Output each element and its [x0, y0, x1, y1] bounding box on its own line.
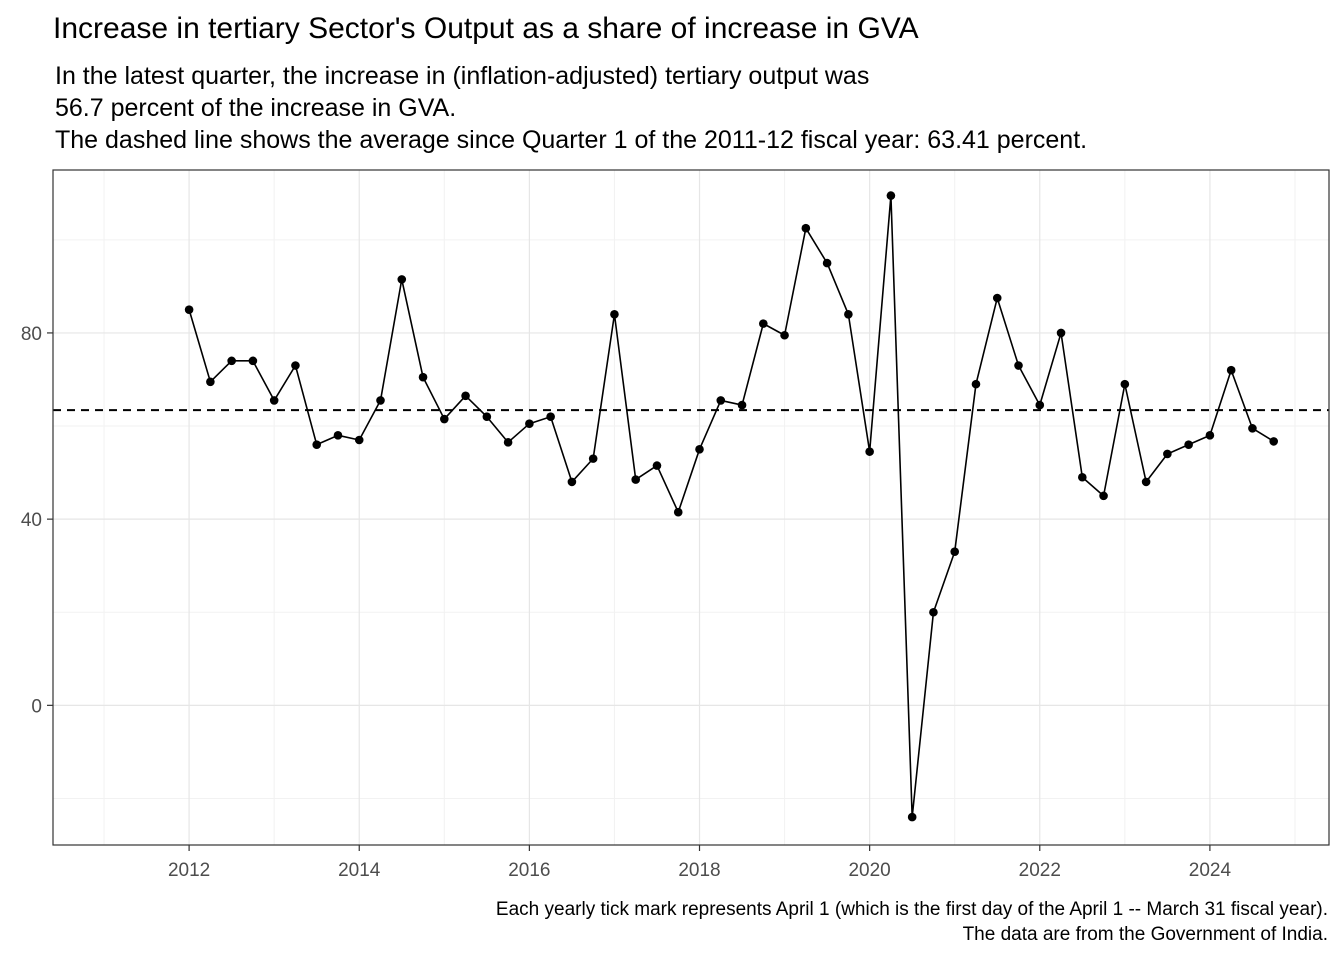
data-point: [546, 412, 555, 422]
data-point: [950, 547, 960, 557]
y-tick-label: 40: [21, 510, 42, 531]
data-point: [206, 377, 215, 387]
x-tick-label: 2022: [1019, 860, 1061, 881]
data-point: [525, 419, 534, 429]
data-point: [929, 607, 938, 617]
data-point: [184, 305, 194, 314]
data-point: [291, 361, 300, 370]
data-point: [1078, 472, 1087, 482]
data-point: [567, 477, 577, 487]
data-point: [907, 812, 917, 822]
chart-caption: Each yearly tick mark represents April 1…: [495, 899, 1328, 945]
data-point: [227, 356, 236, 366]
x-tick-label: 2012: [168, 860, 210, 881]
data-point: [1035, 400, 1045, 410]
chart-subtitle: In the latest quarter, the increase in (…: [55, 62, 1088, 154]
x-tick-label: 2016: [508, 860, 550, 881]
panel-border: [52, 169, 1330, 846]
data-point: [992, 293, 1002, 303]
data-point: [1141, 477, 1151, 487]
data-point: [673, 507, 683, 517]
data-point: [397, 275, 407, 284]
x-tick-label: 2024: [1189, 860, 1232, 881]
data-point: [1184, 440, 1193, 449]
x-tick-label: 2020: [848, 860, 890, 881]
data-point: [886, 191, 896, 200]
data-point: [461, 391, 470, 401]
data-point: [1099, 491, 1108, 501]
data-point: [482, 412, 492, 422]
y-tick-label: 0: [31, 696, 42, 717]
data-point: [737, 400, 747, 410]
data-point: [588, 454, 598, 463]
data-point: [354, 435, 364, 445]
data-point: [865, 447, 874, 456]
data-point: [1205, 431, 1215, 440]
series-line: [188, 194, 1275, 818]
data-point: [1269, 437, 1279, 446]
data-point: [716, 396, 726, 405]
data-point: [1120, 379, 1130, 389]
chart-title: Increase in tertiary Sector's Output as …: [53, 12, 919, 45]
data-point: [376, 396, 385, 405]
data-point: [1163, 449, 1172, 459]
y-tick-label: 80: [21, 324, 42, 345]
data-point: [759, 319, 768, 328]
data-point: [801, 223, 811, 233]
data-point: [844, 310, 853, 319]
series-points-layer: [184, 191, 1279, 822]
x-tick-label: 2014: [338, 860, 381, 881]
data-point: [1226, 365, 1236, 375]
data-point: [610, 310, 619, 319]
data-point: [503, 438, 513, 447]
axes: 2012 2014 2016 2018 2020 2022 2024 0 40 80: [21, 324, 1232, 881]
data-point: [418, 372, 428, 382]
data-point: [1014, 361, 1023, 370]
data-point: [695, 445, 704, 454]
data-point: [1056, 328, 1066, 338]
major-gridlines: [53, 170, 1329, 845]
data-point: [822, 258, 832, 268]
data-point: [631, 475, 641, 484]
data-point: [312, 440, 322, 449]
data-point: [1248, 424, 1257, 433]
x-tick-label: 2018: [678, 860, 720, 881]
minor-gridlines: [53, 170, 1329, 845]
data-point: [652, 461, 662, 470]
data-point: [780, 330, 789, 340]
data-point: [248, 356, 258, 366]
data-point: [333, 431, 343, 440]
data-point: [971, 379, 981, 389]
data-point: [269, 396, 279, 405]
series-line-layer: [188, 194, 1275, 818]
data-point: [440, 414, 449, 424]
